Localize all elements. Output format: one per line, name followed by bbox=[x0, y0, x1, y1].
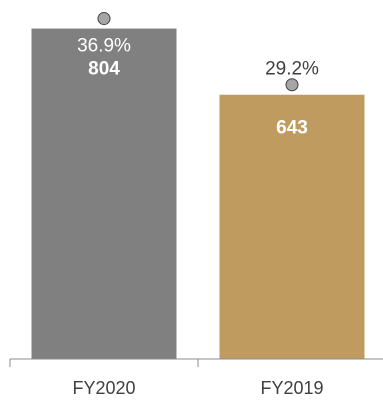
bar-fy2019 bbox=[219, 94, 365, 360]
percent-label: 36.9% bbox=[77, 36, 131, 57]
data-label: 643 bbox=[276, 118, 308, 139]
x-tick-label: FY2019 bbox=[260, 378, 323, 398]
bars-layer bbox=[31, 28, 365, 360]
bar-fy2020 bbox=[31, 28, 177, 359]
x-tick-label: FY2020 bbox=[72, 378, 135, 398]
x-axis bbox=[9, 358, 383, 367]
percent-marker bbox=[285, 78, 299, 92]
labels-layer: 36.9%804 FY2020 29.2% 643 FY2019 bbox=[72, 12, 324, 398]
data-label: 804 bbox=[88, 59, 120, 80]
percent-label: 29.2% bbox=[265, 59, 319, 80]
percent-marker bbox=[97, 12, 111, 26]
